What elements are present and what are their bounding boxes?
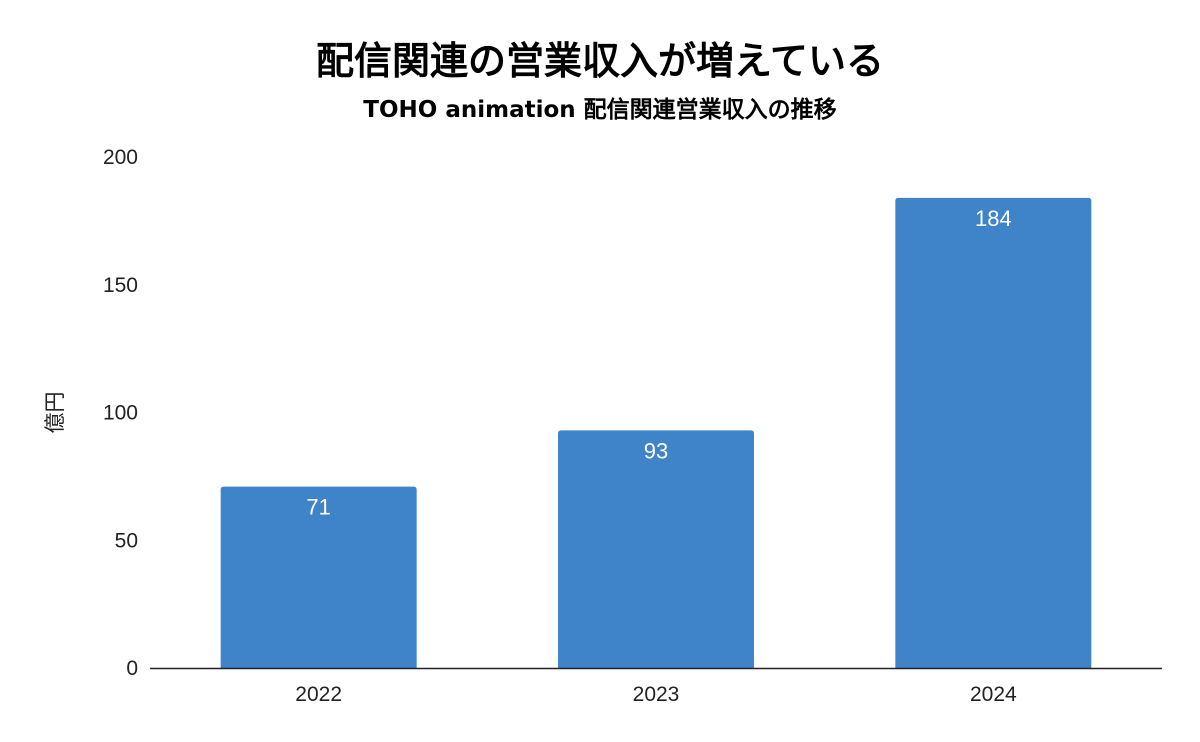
chart-subtitle: TOHO animation 配信関連営業収入の推移 xyxy=(363,97,837,123)
bar-2022 xyxy=(220,486,417,668)
chart-title: 配信関連の営業収入が増えている xyxy=(315,39,885,83)
bar-2023 xyxy=(558,430,754,668)
bar-data-label: 71 xyxy=(306,495,330,520)
y-tick-label: 100 xyxy=(103,402,138,425)
bar-2024 xyxy=(895,197,1092,668)
y-tick-label: 200 xyxy=(103,146,138,169)
x-tick-label: 2022 xyxy=(295,683,342,706)
y-tick-label: 150 xyxy=(103,274,138,297)
bar-data-label: 93 xyxy=(644,438,668,463)
bar-data-label: 184 xyxy=(975,206,1012,231)
x-axis-ticks: 2022 2023 2024 xyxy=(295,683,1017,706)
x-tick-label: 2024 xyxy=(970,683,1017,706)
bars: 71 93 184 xyxy=(220,197,1092,668)
y-tick-label: 50 xyxy=(115,529,138,552)
y-axis-ticks: 0 50 100 150 200 xyxy=(103,146,138,680)
x-tick-label: 2023 xyxy=(633,683,680,706)
y-tick-label: 0 xyxy=(126,657,138,680)
y-axis-title: 億円 xyxy=(43,392,67,434)
